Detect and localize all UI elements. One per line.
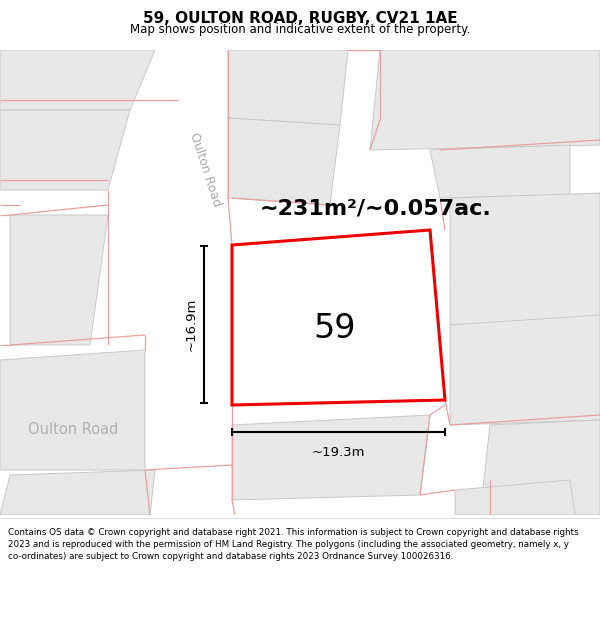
Text: Contains OS data © Crown copyright and database right 2021. This information is : Contains OS data © Crown copyright and d… xyxy=(8,528,578,561)
Polygon shape xyxy=(370,50,600,150)
Polygon shape xyxy=(228,118,340,205)
Polygon shape xyxy=(10,215,108,345)
Polygon shape xyxy=(232,230,445,405)
Text: Map shows position and indicative extent of the property.: Map shows position and indicative extent… xyxy=(130,23,470,36)
Text: Oulton Road: Oulton Road xyxy=(28,422,118,437)
Polygon shape xyxy=(178,50,310,515)
Text: ~231m²/~0.057ac.: ~231m²/~0.057ac. xyxy=(259,198,491,218)
Polygon shape xyxy=(0,50,155,110)
Polygon shape xyxy=(450,193,600,325)
Polygon shape xyxy=(0,470,155,515)
Polygon shape xyxy=(480,420,600,515)
Text: 59: 59 xyxy=(314,311,356,344)
Polygon shape xyxy=(0,350,145,470)
Polygon shape xyxy=(0,110,130,190)
Polygon shape xyxy=(430,145,570,198)
Polygon shape xyxy=(228,50,348,125)
Text: ~16.9m: ~16.9m xyxy=(185,298,198,351)
Polygon shape xyxy=(450,315,600,425)
Polygon shape xyxy=(232,415,430,500)
Polygon shape xyxy=(455,480,575,515)
Text: Oulton Road: Oulton Road xyxy=(187,131,223,209)
Text: 59, OULTON ROAD, RUGBY, CV21 1AE: 59, OULTON ROAD, RUGBY, CV21 1AE xyxy=(143,11,457,26)
Text: ~19.3m: ~19.3m xyxy=(312,446,365,459)
